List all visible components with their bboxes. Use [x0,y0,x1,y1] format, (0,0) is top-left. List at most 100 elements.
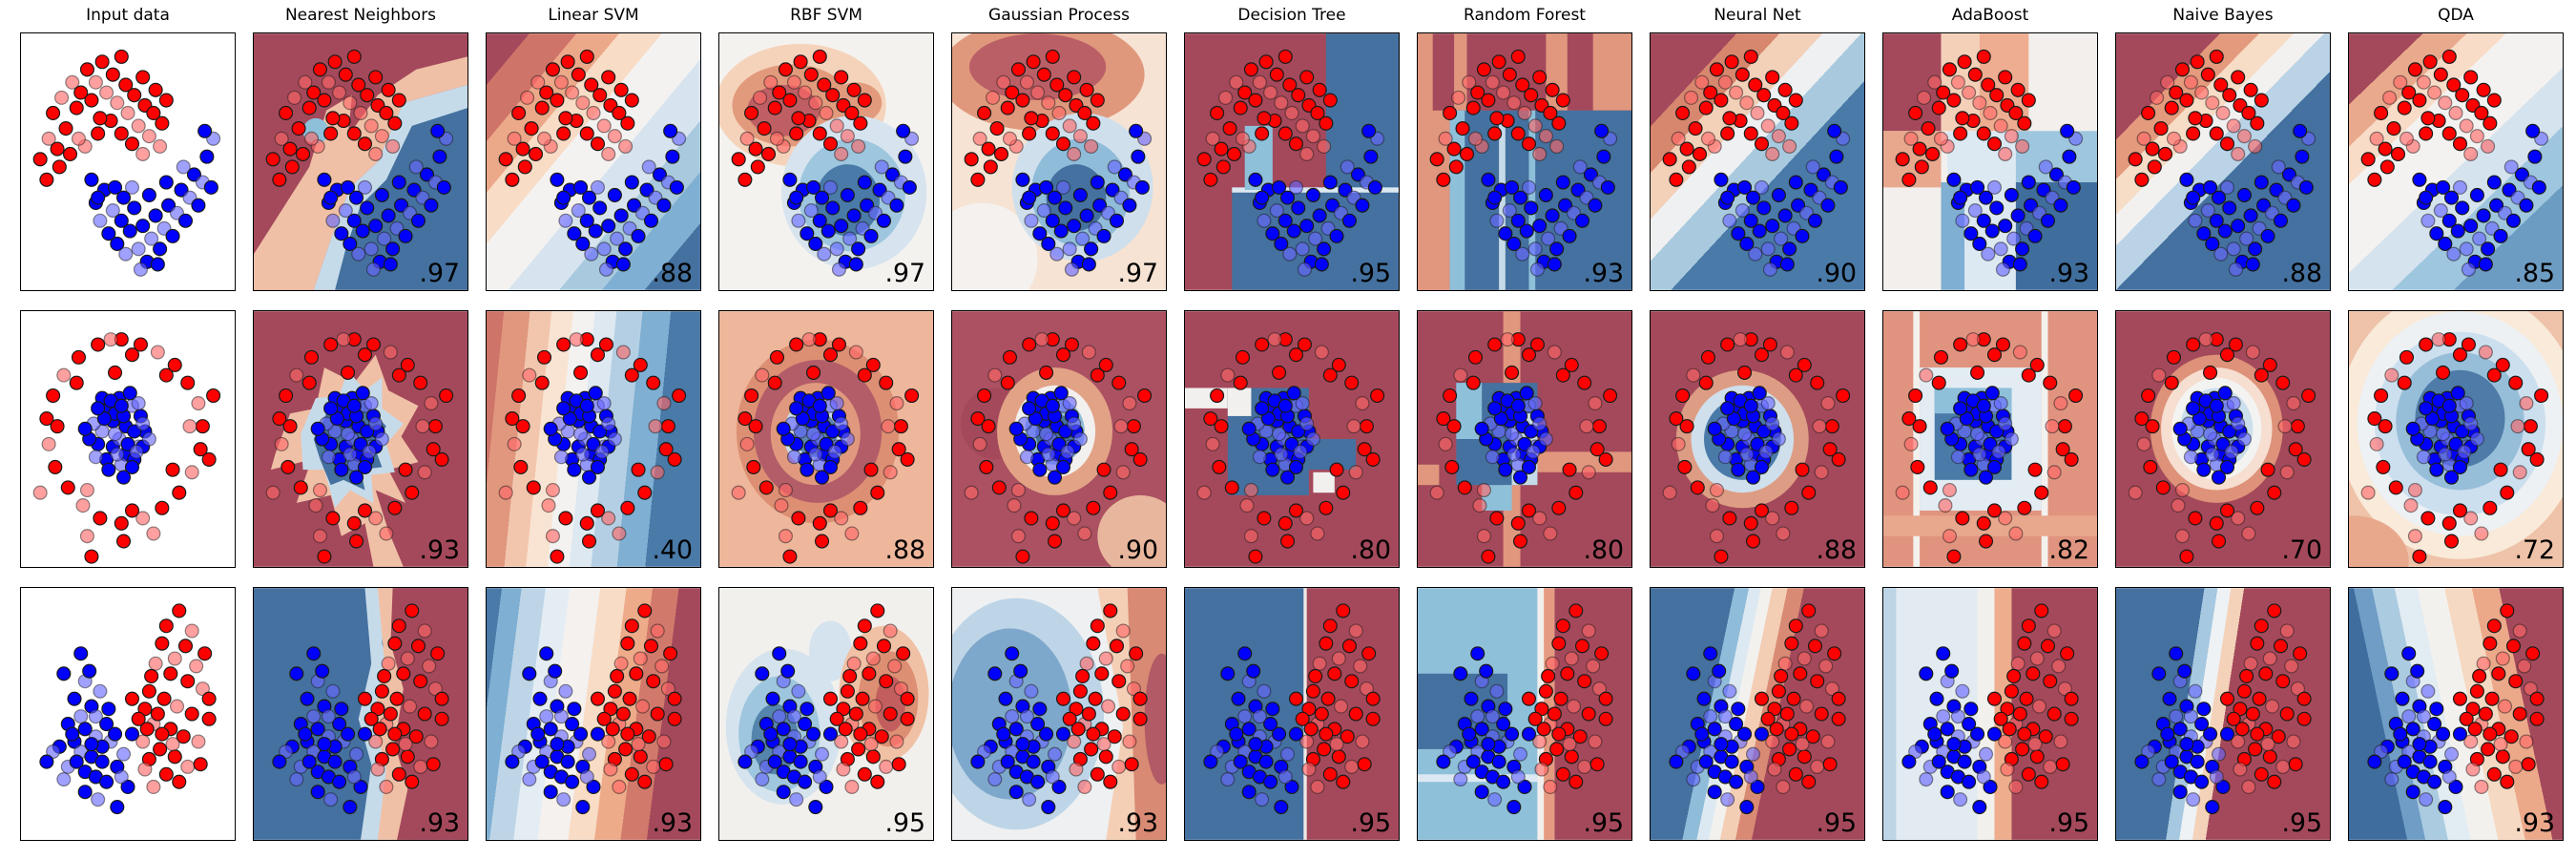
test-red-point [851,138,866,154]
train-red-point [870,485,885,500]
train-blue-point [565,774,580,789]
train-blue-point [135,219,151,234]
test-red-point [893,681,908,697]
train-red-point [2219,347,2235,363]
test-red-point [41,436,56,451]
test-blue-point [377,231,392,246]
train-blue-point [1005,646,1020,661]
test-red-point [1782,138,1797,154]
train-red-point [1836,388,1851,404]
accuracy-score: .97 [1118,259,1159,288]
test-blue-point [133,262,148,277]
train-red-point [1767,702,1782,717]
test-red-point [586,105,601,120]
train-red-point [2486,367,2502,383]
test-blue-point [289,772,304,787]
train-red-point [1692,146,1708,161]
test-blue-point [1279,746,1296,762]
test-blue-point [556,792,571,807]
test-red-point [1820,734,1836,749]
test-blue-point [831,262,846,277]
train-blue-point [1498,462,1513,477]
train-red-point [1084,742,1099,757]
train-red-point [357,347,373,363]
test-blue-point [2228,262,2243,277]
train-red-point [633,357,648,372]
test-red-point [2277,419,2293,434]
column-title-naive-bayes: Naive Bayes [2172,6,2274,25]
train-red-point [2169,85,2184,100]
train-blue-point [840,187,855,202]
train-red-point [1090,618,1105,634]
test-red-point [1115,465,1131,480]
train-blue-point [1487,190,1503,205]
test-red-point [1765,146,1780,161]
test-red-point [1077,526,1092,541]
train-blue-point [82,663,97,679]
train-red-point [195,419,210,434]
train-red-point [848,706,863,722]
train-red-point [789,126,804,141]
train-blue-point [2463,219,2479,234]
train-blue-point [2231,219,2246,234]
train-red-point [379,105,394,120]
test-red-point [2290,681,2305,697]
test-blue-point [1720,792,1735,807]
train-red-point [2360,152,2376,167]
test-red-point [1705,498,1720,513]
train-blue-point [1470,646,1485,661]
train-red-point [1058,88,1073,103]
train-red-point [91,337,106,352]
test-red-point [1205,131,1220,146]
train-red-point [1970,365,1985,380]
test-red-point [427,681,443,697]
train-red-point [1502,67,1517,82]
train-red-point [2484,691,2500,706]
train-red-point [1429,152,1444,167]
train-red-point [1069,702,1084,717]
test-red-point [1814,465,1829,480]
train-blue-point [1055,459,1071,474]
test-red-point [2286,396,2301,411]
test-blue-point [2209,769,2224,785]
train-blue-point [1596,149,1611,164]
column-title-rbf-svm: RBF SVM [790,6,862,25]
train-red-point [977,388,992,404]
train-blue-point [1355,198,1370,213]
train-blue-point [1317,241,1332,257]
train-red-point [1743,515,1758,531]
train-blue-point [1698,754,1714,769]
train-red-point [663,646,678,661]
train-red-point [2521,757,2536,772]
test-blue-point [808,447,823,462]
train-red-point [2534,388,2549,404]
train-red-point [1568,603,1584,618]
train-blue-point [2027,228,2043,243]
train-blue-point [573,179,589,195]
train-red-point [806,365,821,380]
accuracy-score: .93 [2049,259,2090,288]
train-red-point [391,766,406,782]
train-red-point [1953,337,1968,352]
panel-canvas: .85 [2349,33,2563,290]
train-red-point [1086,500,1101,515]
test-red-point [195,681,210,697]
train-red-point [374,683,389,699]
test-red-point [1760,118,1776,134]
train-red-point [2420,111,2436,126]
train-red-point [1810,674,1825,689]
train-blue-point [150,257,165,272]
test-red-point [1532,146,1548,161]
train-red-point [1936,85,1951,100]
train-blue-point [573,726,589,742]
test-red-point [2469,129,2484,144]
train-blue-point [1833,179,1848,195]
train-blue-point [2405,421,2420,436]
test-red-point [1333,699,1349,714]
test-red-point [1765,734,1780,749]
panel-canvas: .95 [1185,588,1399,840]
train-red-point [2500,774,2515,789]
train-red-point [1129,646,1144,661]
train-blue-point [96,411,112,427]
train-red-point [603,702,618,717]
